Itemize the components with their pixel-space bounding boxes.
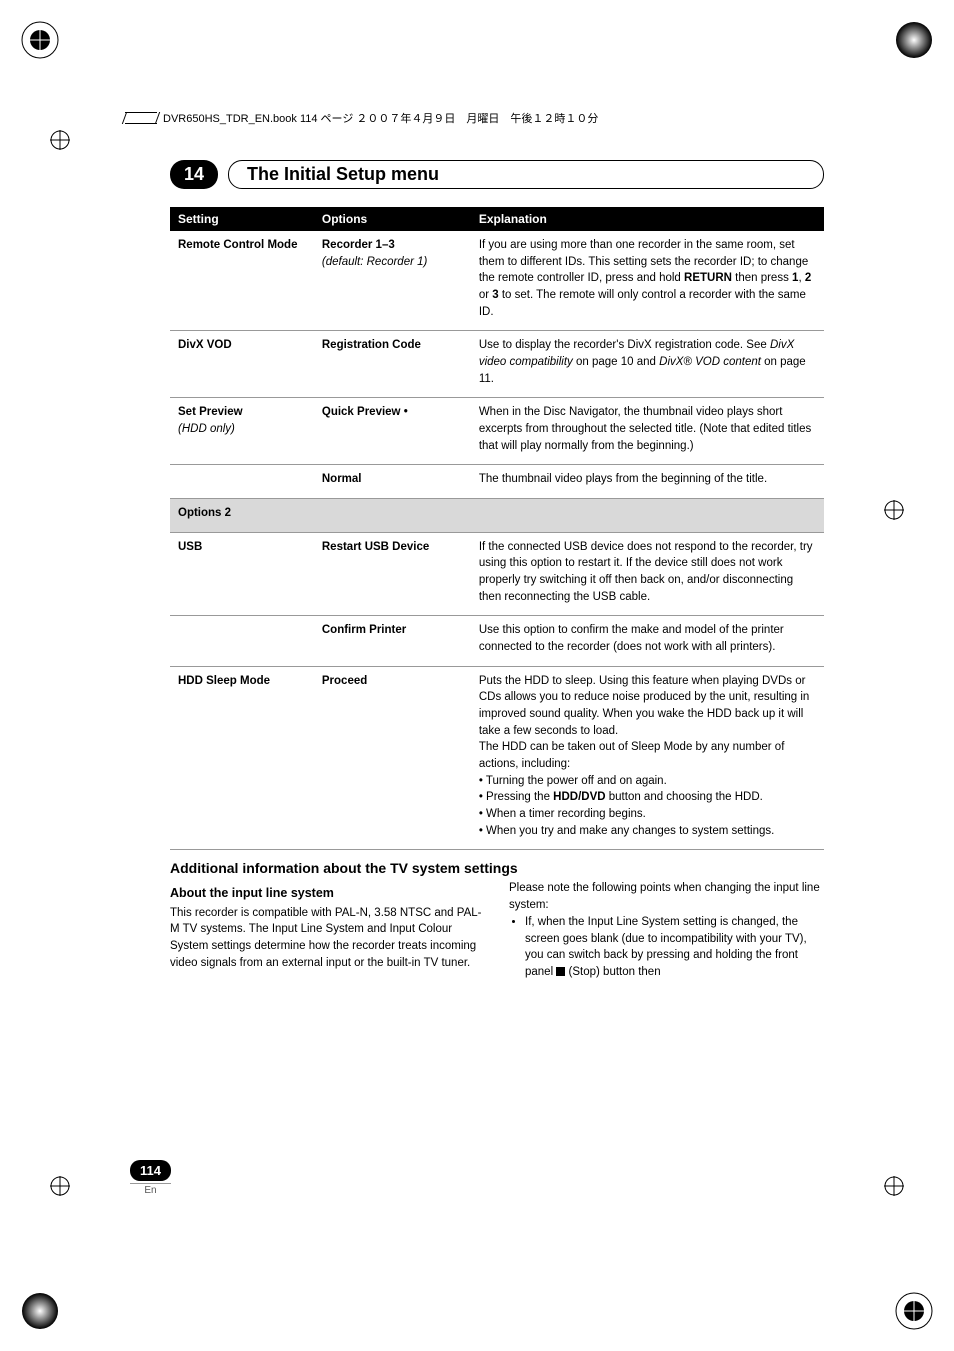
setting-cell: Remote Control Mode <box>170 231 314 331</box>
explanation-cell: If the connected USB device does not res… <box>471 532 824 616</box>
right-paragraph: Please note the following points when ch… <box>509 880 824 913</box>
col-header-explanation: Explanation <box>471 207 824 231</box>
page-language: En <box>130 1183 171 1196</box>
setting-cell: Set Preview(HDD only) <box>170 398 314 465</box>
section-header: Options 2 <box>170 499 824 533</box>
stop-icon <box>556 967 565 976</box>
explanation-cell: If you are using more than one recorder … <box>471 231 824 331</box>
explanation-cell: Use this option to confirm the make and … <box>471 616 824 666</box>
print-header-text: DVR650HS_TDR_EN.book 114 ページ ２００７年４月９日 月… <box>163 110 598 126</box>
settings-table: Setting Options Explanation Remote Contr… <box>170 207 824 850</box>
setting-cell <box>170 465 314 499</box>
registration-mark <box>884 500 904 520</box>
registration-mark <box>50 1176 70 1196</box>
additional-heading: Additional information about the TV syst… <box>170 860 824 876</box>
page-footer: 114 En <box>130 1160 171 1196</box>
col-header-setting: Setting <box>170 207 314 231</box>
explanation-cell: The thumbnail video plays from the begin… <box>471 465 824 499</box>
setting-cell: USB <box>170 532 314 616</box>
registration-mark <box>50 130 70 150</box>
options-cell: Recorder 1–3(default: Recorder 1) <box>314 231 471 331</box>
col-header-options: Options <box>314 207 471 231</box>
setting-cell: DivX VOD <box>170 331 314 398</box>
chapter-header: 14 The Initial Setup menu <box>170 160 824 189</box>
crop-mark-bl <box>20 1291 60 1331</box>
crop-mark-tl <box>20 20 60 60</box>
options-cell: Registration Code <box>314 331 471 398</box>
chapter-title: The Initial Setup menu <box>247 164 439 184</box>
options-cell: Restart USB Device <box>314 532 471 616</box>
print-header: DVR650HS_TDR_EN.book 114 ページ ２００７年４月９日 月… <box>125 110 598 126</box>
explanation-cell: Use to display the recorder's DivX regis… <box>471 331 824 398</box>
chapter-number: 14 <box>170 160 218 189</box>
crop-mark-br <box>894 1291 934 1331</box>
explanation-cell: Puts the HDD to sleep. Using this featur… <box>471 666 824 850</box>
registration-mark <box>884 1176 904 1196</box>
crop-mark-tr <box>894 20 934 60</box>
about-input-heading: About the input line system <box>170 884 485 902</box>
options-cell: Confirm Printer <box>314 616 471 666</box>
setting-cell: HDD Sleep Mode <box>170 666 314 850</box>
right-bullet: If, when the Input Line System setting i… <box>525 914 824 981</box>
page-number: 114 <box>130 1160 171 1181</box>
additional-columns: About the input line system This recorde… <box>170 880 824 982</box>
explanation-cell: When in the Disc Navigator, the thumbnai… <box>471 398 824 465</box>
setting-cell <box>170 616 314 666</box>
options-cell: Proceed <box>314 666 471 850</box>
left-paragraph: This recorder is compatible with PAL-N, … <box>170 905 485 972</box>
options-cell: Normal <box>314 465 471 499</box>
options-cell: Quick Preview • <box>314 398 471 465</box>
